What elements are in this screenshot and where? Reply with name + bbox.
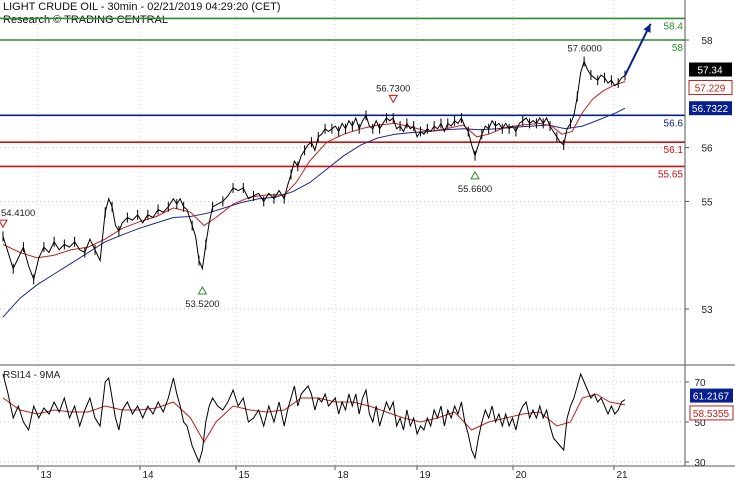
time-tick-label: 14: [142, 470, 154, 480]
buy-marker-icon: [470, 170, 480, 180]
chart-subtitle: Research © TRADING CENTRAL: [3, 14, 168, 26]
price-annotation: 55.6600: [458, 184, 492, 195]
level-label: 56.1: [664, 145, 684, 156]
rsi-panel-label: RSI14 - 9MA: [3, 370, 61, 381]
price-line: [2, 60, 626, 282]
price-tick-label: 56: [701, 144, 713, 155]
chart-title: LIGHT CRUDE OIL - 30min - 02/21/2019 04:…: [3, 1, 281, 13]
value-tag-ma_slow: [689, 101, 732, 116]
rsi-value-tag: [690, 388, 733, 403]
price-annotations: 54.4100 53.5200 56.7300 55.6600 57.6000: [0, 23, 652, 310]
price-panel-grid: [0, 0, 685, 466]
price-annotation: 57.6000: [568, 44, 602, 55]
price-annotation: 53.5200: [185, 299, 219, 310]
rsi-value-tag: [689, 405, 734, 421]
buy-marker-icon: [197, 286, 208, 295]
sell-marker-icon: [388, 94, 399, 104]
price-panel-series: [2, 56, 626, 318]
value-tag-label: 57.34: [697, 66, 722, 77]
forecast-arrow-icon: [643, 23, 651, 33]
price-annotation: 56.7300: [376, 83, 410, 94]
rsi-tick-label: 50: [694, 418, 706, 429]
level-label: 58.4: [664, 21, 684, 32]
value-tag-last: [689, 62, 732, 77]
time-tick-label: 21: [616, 470, 628, 480]
value-tag-ma_fast: [688, 79, 733, 95]
price-tick-label: 58: [701, 36, 713, 47]
price-annotation: 54.4100: [1, 208, 35, 219]
level-label: 56.6: [664, 118, 684, 129]
time-tick-label: 19: [419, 470, 431, 480]
rsi-tick-label: 70: [694, 378, 706, 389]
rsi-panel-grid: [0, 381, 685, 463]
price-tick-label: 55: [701, 197, 713, 208]
level-label: 55.65: [658, 169, 683, 180]
value-tag-label: 56.7322: [692, 104, 729, 115]
value-tag-label: 57.229: [695, 83, 726, 94]
level-label: 58: [672, 43, 684, 54]
rsi-ma-line: [2, 393, 626, 443]
time-tick-label: 15: [238, 470, 250, 480]
rsi-axis: 30 50 70 61.2167 58.5355: [685, 378, 734, 469]
rsi-value-tag-label: 58.5355: [693, 409, 730, 420]
rsi-tick-label: 30: [694, 458, 706, 469]
rsi-value-tag-label: 61.2167: [693, 392, 730, 403]
rsi-panel-series: [2, 372, 626, 464]
time-tick-label: 20: [515, 470, 527, 480]
ma-fast-line: [2, 81, 626, 259]
time-tick-label: 18: [337, 470, 349, 480]
time-axis: 13 14 15 18 19 20 21: [0, 465, 735, 480]
ma-slow-line: [2, 107, 626, 318]
time-tick-label: 13: [40, 470, 52, 480]
sell-marker-icon: [0, 219, 8, 229]
price-tick-label: 53: [701, 305, 713, 316]
forecast-arrow-line: [624, 23, 652, 76]
level-lines: 58.4 58 56.6 56.1 55.65: [0, 17, 685, 180]
price-axis: 53 55 56 58 57.34 57.229 56.7322: [0, 0, 735, 466]
rsi-line: [2, 372, 626, 464]
